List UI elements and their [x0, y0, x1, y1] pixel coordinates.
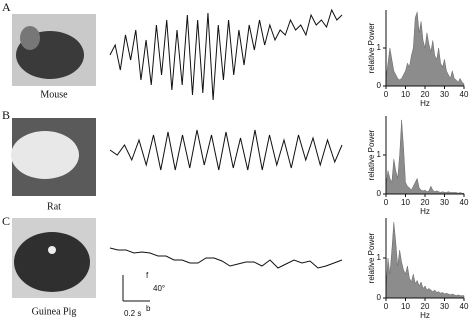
power-spectrum — [385, 221, 465, 299]
x-tick-label: 40 — [460, 90, 469, 99]
y-tick-label: 1 — [377, 150, 382, 159]
x-tick-label: 30 — [440, 198, 449, 207]
scale-up: f — [146, 271, 149, 280]
power-spectrum — [385, 119, 465, 195]
scale-down: b — [146, 304, 151, 313]
y-tick-label: 0 — [377, 189, 382, 198]
whisker-trace — [109, 8, 343, 101]
x-tick-label: 20 — [421, 302, 430, 311]
x-tick-label: 0 — [384, 198, 389, 207]
panel-letter: B — [2, 108, 10, 122]
guinea-pig-shape — [14, 232, 90, 292]
y-tick-label: 0 — [377, 293, 382, 302]
animal-name: Rat — [47, 201, 61, 212]
whisker-trace — [109, 247, 343, 269]
y-axis-label: relative Power — [367, 232, 376, 283]
x-axis-label: Hz — [420, 99, 430, 108]
y-tick-label: 0 — [377, 81, 382, 90]
x-tick-label: 40 — [460, 198, 469, 207]
whisker-trace — [109, 129, 343, 171]
x-tick-label: 10 — [401, 90, 410, 99]
x-tick-label: 10 — [401, 198, 410, 207]
scale-angle: 40° — [153, 284, 165, 293]
x-tick-label: 30 — [440, 90, 449, 99]
x-tick-label: 30 — [440, 302, 449, 311]
x-axis-label: Hz — [420, 207, 430, 216]
rat-shape — [11, 131, 79, 179]
x-axis-label: Hz — [420, 311, 430, 320]
y-tick-label: 1 — [377, 43, 382, 52]
y-axis-label: relative Power — [367, 22, 376, 73]
y-tick-label: 1 — [377, 253, 382, 262]
guinea-pig-eye — [48, 246, 56, 254]
panel-letter: A — [2, 0, 11, 14]
mouse-ear — [20, 26, 40, 50]
animal-name: Guinea Pig — [32, 306, 77, 317]
panel-letter: C — [2, 214, 10, 228]
x-tick-label: 40 — [460, 302, 469, 311]
x-tick-label: 0 — [384, 90, 389, 99]
x-tick-label: 20 — [421, 198, 430, 207]
y-axis-label: relative Power — [367, 129, 376, 180]
x-tick-label: 0 — [384, 302, 389, 311]
animal-name: Mouse — [40, 89, 68, 100]
scale-time: 0.2 s — [124, 309, 141, 318]
x-tick-label: 10 — [401, 302, 410, 311]
power-spectrum — [385, 11, 465, 87]
x-tick-label: 20 — [421, 90, 430, 99]
